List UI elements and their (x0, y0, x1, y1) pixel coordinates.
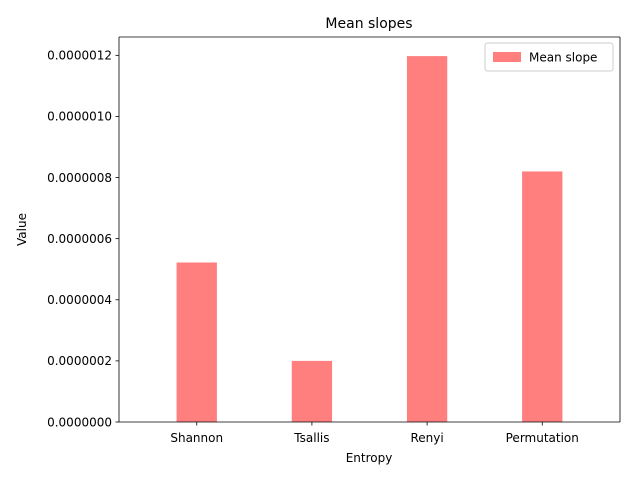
bar-shannon (176, 262, 217, 422)
y-tick-label: 0.0000008 (47, 171, 112, 185)
plot-area: 0.0000000 0.0000002 0.0000004 0.0000006 0.00… (47, 36, 621, 445)
y-tick-label: 0.0000010 (47, 110, 112, 124)
y-tick-label: 0.0000000 (47, 415, 112, 429)
x-tick-label: Renyi (410, 431, 443, 445)
legend: Mean slope (484, 42, 614, 72)
x-axis-label: Entropy (346, 451, 393, 465)
legend-label: Mean slope (529, 51, 597, 65)
legend-box (484, 42, 614, 72)
y-tick-label: 0.0000002 (47, 354, 112, 368)
x-tick-label: Permutation (506, 431, 579, 445)
x-tick-label: Shannon (170, 431, 223, 445)
y-tick-label: 0.0000006 (47, 232, 112, 246)
y-tick-label: 0.0000004 (47, 293, 112, 307)
legend-swatch (493, 52, 521, 62)
chart-title: Mean slopes (325, 16, 412, 32)
bar-renyi (406, 56, 448, 422)
bar-tsallis (291, 360, 333, 422)
bar-permutation (522, 171, 563, 422)
x-tick-label: Tsallis (293, 431, 329, 445)
y-axis-label: Value (15, 213, 29, 246)
y-tick-label: 0.0000012 (47, 49, 112, 63)
